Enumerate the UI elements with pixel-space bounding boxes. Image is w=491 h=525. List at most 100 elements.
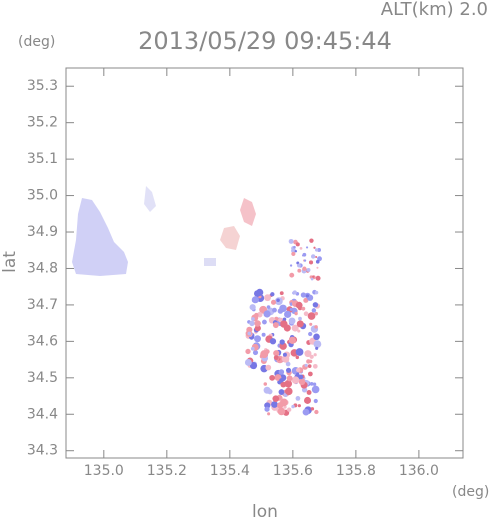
echo-cell	[303, 311, 309, 317]
x-tick-label: 135.4	[210, 463, 250, 479]
echo-cell	[286, 375, 293, 382]
echo-cell	[282, 352, 287, 357]
y-tick-label: 35.3	[27, 78, 58, 94]
echo-cell	[252, 350, 259, 356]
y-tick-label: 35.2	[27, 115, 58, 131]
echo-cell	[306, 359, 311, 364]
echo-cell	[306, 390, 312, 395]
echo-cell	[289, 264, 293, 267]
echo-cell	[272, 307, 277, 313]
echo-cell	[310, 254, 316, 259]
echo-cell	[312, 363, 318, 369]
echo-cell	[291, 404, 295, 409]
echo-cell	[296, 367, 301, 373]
echo-cell	[284, 379, 293, 388]
y-tick-label: 34.3	[27, 443, 58, 459]
echo-cell	[297, 404, 301, 408]
echo-cell	[295, 242, 300, 247]
y-tick-label: 34.9	[27, 224, 58, 240]
echo-cell	[297, 329, 301, 333]
echo-cell	[309, 382, 314, 386]
echo-cell	[314, 311, 319, 316]
echo-cell	[304, 363, 308, 367]
echo-cell	[294, 249, 298, 253]
y-label: lat	[0, 251, 20, 273]
echo-cell	[261, 319, 267, 325]
echo-cell	[293, 245, 296, 249]
echo-cell	[281, 355, 290, 363]
echo-cell	[312, 382, 317, 386]
echo-cell	[311, 385, 320, 394]
echo-cell	[306, 267, 311, 272]
echo-cell	[253, 290, 261, 297]
echo-cell	[270, 292, 275, 297]
echo-cell	[254, 325, 261, 332]
echo-cell	[305, 246, 309, 249]
echo-cell	[288, 336, 296, 344]
echo-cell	[295, 301, 303, 309]
echo-cell	[285, 387, 293, 396]
echo-cell	[304, 396, 312, 404]
x-tick-label: 135.2	[147, 463, 187, 479]
echo-cell	[302, 266, 307, 271]
echo-cell	[251, 296, 259, 304]
echo-cell	[289, 307, 293, 311]
chart-title: 2013/05/29 09:45:44	[138, 27, 392, 55]
echo-cell	[314, 409, 319, 415]
plot-frame	[65, 67, 464, 459]
echo-cell	[298, 378, 306, 386]
echo-cell	[250, 346, 255, 351]
echo-cell	[267, 412, 271, 416]
echo-cell	[265, 364, 272, 371]
echo-cell	[294, 311, 298, 316]
x-tick-label: 136.0	[399, 463, 439, 479]
echo-cell	[280, 320, 288, 328]
echo-cell	[254, 335, 262, 343]
echo-cell	[272, 322, 279, 329]
y-tick-label: 34.7	[27, 297, 58, 313]
echo-cell	[305, 294, 310, 298]
echo-cell	[245, 348, 251, 355]
echo-cell	[272, 395, 280, 402]
echo-cell	[314, 325, 318, 329]
y-tick-label: 34.8	[27, 260, 58, 276]
x-unit: (deg)	[452, 484, 489, 500]
echo-cell	[301, 254, 304, 257]
echo-cell	[311, 308, 317, 313]
echo-cell	[313, 333, 320, 341]
echo-cell	[269, 338, 277, 345]
echo-field	[72, 186, 322, 416]
echo-cell	[247, 331, 252, 336]
echo-cell	[317, 256, 322, 262]
echo-cell	[291, 251, 296, 256]
echo-cell	[244, 359, 252, 366]
echo-cell	[276, 298, 280, 302]
echo-cell	[312, 275, 315, 278]
y-tick-label: 34.6	[27, 333, 58, 349]
echo-cell	[288, 238, 294, 244]
echo-cell	[297, 268, 302, 273]
echo-cell	[310, 277, 314, 281]
echo-cell	[296, 372, 300, 376]
echo-cell	[277, 407, 286, 416]
echo-cell	[308, 260, 314, 265]
echo-cell	[301, 306, 306, 311]
echo-cell	[308, 331, 313, 337]
echo-cell	[291, 324, 299, 332]
y-tick-label: 34.5	[27, 370, 58, 386]
echo-cell	[273, 355, 279, 361]
echo-cell	[309, 322, 313, 326]
echo-cell	[278, 317, 283, 323]
echo-cell	[251, 317, 255, 321]
echo-cell	[278, 389, 285, 395]
echo-cell	[284, 310, 292, 318]
echo-cell	[307, 371, 313, 377]
echo-cell	[313, 398, 318, 404]
echo-cell	[314, 290, 319, 295]
echo-cell	[285, 361, 291, 367]
echo-cell	[264, 406, 270, 412]
echo-cell	[254, 320, 261, 327]
x-tick-label: 135.8	[336, 463, 376, 479]
y-tick-label: 34.4	[27, 406, 58, 422]
